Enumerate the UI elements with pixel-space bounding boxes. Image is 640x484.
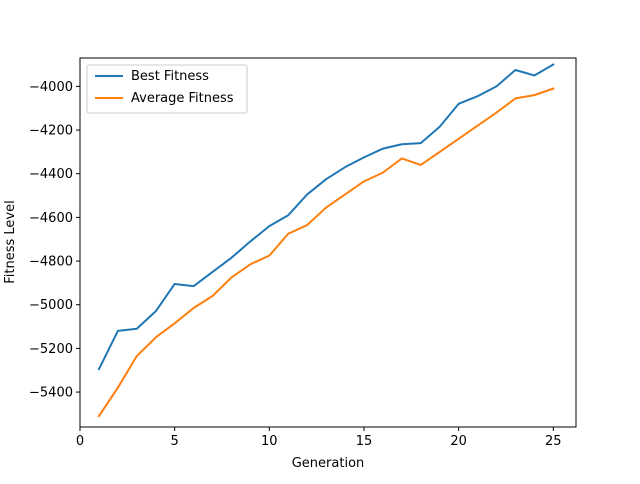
y-tick-label: −4800 bbox=[29, 255, 73, 270]
legend: Best Fitness Average Fitness bbox=[86, 64, 248, 114]
y-axis: −5400 −5200 −5000 −4800 −4600 −4400 −4200 −4000 bbox=[29, 80, 80, 401]
x-tick-label: 10 bbox=[261, 434, 278, 449]
y-tick-label: −4400 bbox=[29, 167, 73, 182]
y-tick-label: −4000 bbox=[29, 80, 73, 95]
y-tick-label: −5000 bbox=[29, 298, 73, 313]
x-tick-label: 20 bbox=[450, 434, 467, 449]
legend-label-best-fitness: Best Fitness bbox=[131, 69, 209, 84]
x-tick-label: 0 bbox=[76, 434, 84, 449]
y-tick-label: −4600 bbox=[29, 211, 73, 226]
series-layer bbox=[97, 63, 555, 418]
y-axis-label: Fitness Level bbox=[3, 200, 18, 283]
x-tick-label: 5 bbox=[171, 434, 179, 449]
legend-label-average-fitness: Average Fitness bbox=[131, 91, 234, 106]
series-line-average-fitness bbox=[97, 87, 555, 418]
legend-box bbox=[86, 64, 248, 114]
x-axis: 0 5 10 15 20 25 bbox=[76, 427, 562, 449]
y-tick-label: −4200 bbox=[29, 124, 73, 139]
series-line-best-fitness bbox=[97, 63, 555, 371]
y-tick-label: −5400 bbox=[29, 386, 73, 401]
x-tick-label: 15 bbox=[356, 434, 373, 449]
x-tick-label: 25 bbox=[545, 434, 562, 449]
plot-area bbox=[80, 58, 576, 427]
plot-frame bbox=[79, 57, 577, 428]
y-tick-label: −5200 bbox=[29, 342, 73, 357]
x-axis-label: Generation bbox=[292, 456, 365, 471]
